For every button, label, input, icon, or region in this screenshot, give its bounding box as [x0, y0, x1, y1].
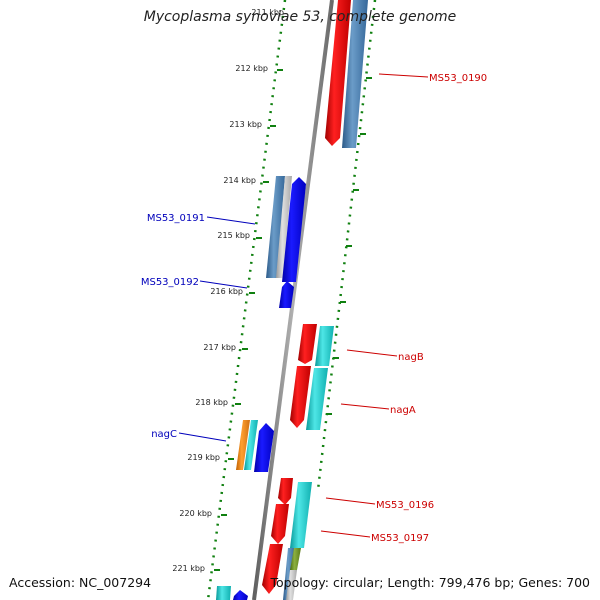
gene-nagB-partner [315, 326, 334, 366]
left-slot-boundary [206, 0, 287, 600]
gene-MS53_0191-steelblue [266, 176, 285, 278]
gene-MS53_0197-arrow [271, 504, 289, 544]
ruler-ticks [214, 69, 283, 571]
tick-label: 212 kbp [235, 64, 268, 73]
gene-MS53_0192-arrow [279, 281, 294, 308]
gene-labels: MS53_0190 nagB nagA MS53_0196 MS53_0197 … [141, 73, 487, 544]
gene-MS53_0190-partner [342, 0, 368, 148]
gene-nagC-cyan [244, 420, 258, 470]
map-title: Mycoplasma synoviae 53, complete genome [143, 9, 457, 25]
gene-nagA-arrow [290, 366, 311, 428]
gene-blue-bottom [233, 590, 248, 600]
genome-backbone [252, 0, 334, 600]
gene-red-lower [262, 544, 283, 594]
tick-label: 219 kbp [187, 453, 220, 462]
ruler-tick-labels: 211 kbp 212 kbp 213 kbp 214 kbp 215 kbp … [172, 8, 284, 573]
gene-MS53_0196-arrow [278, 478, 293, 505]
gene-label-MS53_0196[interactable]: MS53_0196 [376, 500, 434, 511]
gene-MS53_0196-partner [290, 482, 312, 548]
gene-gray-lower [286, 570, 297, 600]
tick-label: 221 kbp [172, 564, 205, 573]
gene-MS53_0190-arrow [325, 0, 351, 146]
tick-label: 211 kbp [251, 8, 284, 17]
tick-label: 218 kbp [195, 398, 228, 407]
gene-label-nagA[interactable]: nagA [390, 405, 416, 416]
tick-label: 214 kbp [223, 176, 256, 185]
gene-blue-arrow-1 [282, 177, 306, 282]
leader-lines [178, 73, 429, 538]
right-ticks [326, 77, 372, 415]
gene-nagB-arrow [298, 324, 317, 364]
tick-label: 217 kbp [203, 343, 236, 352]
gene-label-MS53_0191[interactable]: MS53_0191 [147, 213, 205, 224]
tick-label: 213 kbp [229, 120, 262, 129]
gene-olive-lower [290, 548, 301, 570]
gene-nagA-partner [306, 368, 328, 430]
gene-MS53_0191-gray [276, 176, 292, 278]
accession-text: Accession: NC_007294 [9, 575, 152, 590]
tick-label: 216 kbp [210, 287, 243, 296]
gene-label-nagB[interactable]: nagB [398, 352, 424, 363]
gene-nagC-orange [236, 420, 250, 470]
gene-label-nagC[interactable]: nagC [151, 429, 177, 440]
gene-blue-arrow-2 [254, 423, 274, 472]
gene-label-MS53_0190[interactable]: MS53_0190 [429, 73, 487, 84]
tick-label: 220 kbp [179, 509, 212, 518]
tick-label: 215 kbp [217, 231, 250, 240]
gene-label-MS53_0197[interactable]: MS53_0197 [371, 533, 429, 544]
gene-cyan-bottom [216, 586, 231, 600]
topology-text: Topology: circular; Length: 799,476 bp; … [270, 575, 591, 590]
gene-label-MS53_0192[interactable]: MS53_0192 [141, 277, 199, 288]
